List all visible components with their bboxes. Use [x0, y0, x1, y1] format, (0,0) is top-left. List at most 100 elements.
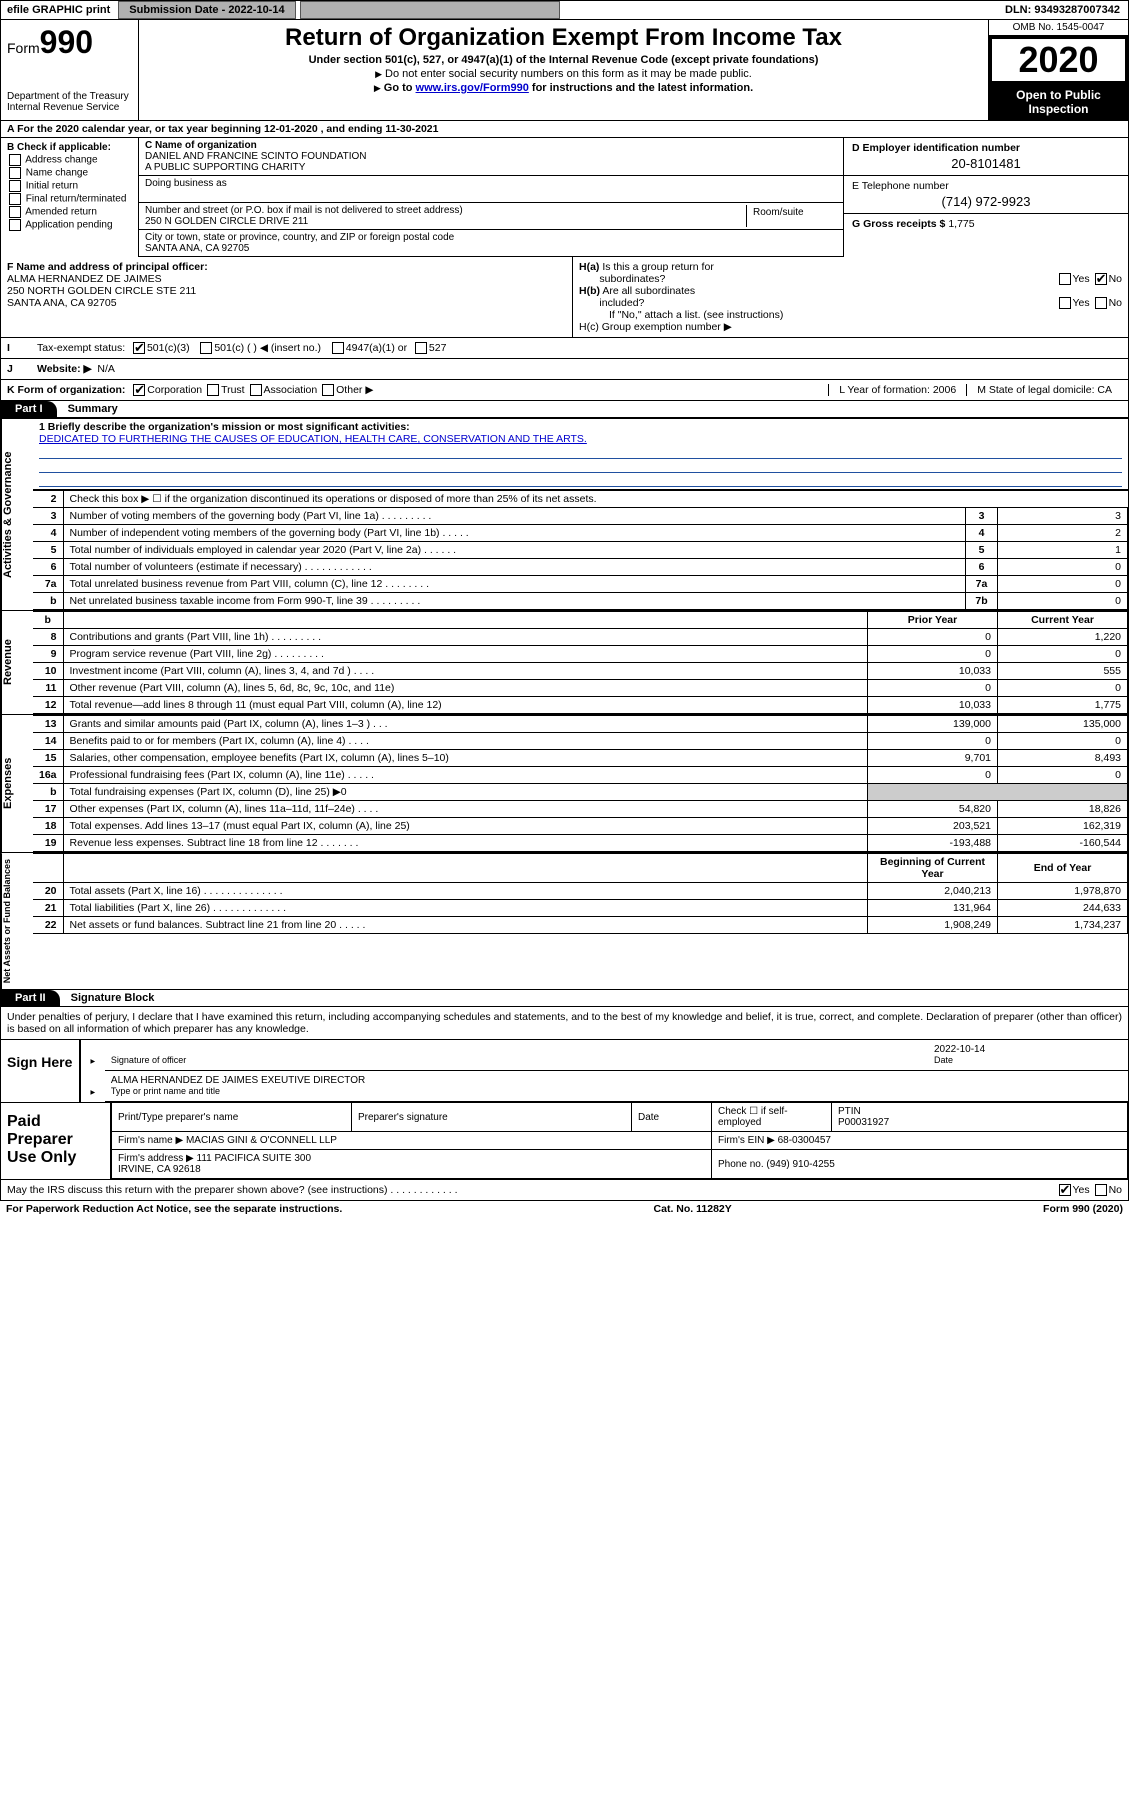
- form990-link[interactable]: www.irs.gov/Form990: [416, 82, 529, 94]
- cb-4947[interactable]: [332, 342, 344, 354]
- form-title: Return of Organization Exempt From Incom…: [149, 24, 978, 52]
- form-note-2: Go to www.irs.gov/Form990 for instructio…: [149, 82, 978, 94]
- ha-row: H(a) Is this a group return for subordin…: [579, 261, 1122, 285]
- prep-self-employed[interactable]: Check ☐ if self-employed: [712, 1103, 832, 1132]
- cb-final-return[interactable]: Final return/terminated: [7, 193, 132, 205]
- discuss-row: May the IRS discuss this return with the…: [0, 1180, 1129, 1201]
- omb-number: OMB No. 1545-0047: [989, 20, 1128, 36]
- row-j-website: JWebsite: ▶ N/A: [0, 359, 1129, 380]
- firm-ein: Firm's EIN ▶ 68-0300457: [712, 1132, 1128, 1150]
- header-left: Form990 Department of the Treasury Inter…: [1, 20, 139, 120]
- paid-preparer-label: Paid Preparer Use Only: [1, 1103, 111, 1179]
- submission-date-button[interactable]: Submission Date - 2022-10-14: [118, 1, 295, 19]
- gross-value: 1,775: [948, 218, 974, 230]
- year-formation: L Year of formation: 2006: [828, 384, 966, 396]
- part1-header-row: Part I Summary: [0, 401, 1129, 418]
- part2-badge: Part II: [1, 990, 60, 1006]
- cb-corporation[interactable]: [133, 384, 145, 396]
- state-domicile: M State of legal domicile: CA: [966, 384, 1122, 396]
- officer-cell: F Name and address of principal officer:…: [1, 257, 573, 337]
- cb-association[interactable]: [250, 384, 262, 396]
- room-cell: Room/suite: [747, 205, 837, 227]
- cb-trust[interactable]: [207, 384, 219, 396]
- cat-no: Cat. No. 11282Y: [654, 1203, 732, 1215]
- sign-here-block: Sign Here Signature of officer2022-10-14…: [0, 1040, 1129, 1103]
- revenue-vlabel: Revenue: [1, 611, 33, 714]
- cb-501c[interactable]: [200, 342, 212, 354]
- org-name: DANIEL AND FRANCINE SCINTO FOUNDATION A …: [145, 151, 367, 173]
- part2-header-row: Part II Signature Block: [0, 990, 1129, 1007]
- cb-527[interactable]: [415, 342, 427, 354]
- section-expenses: Expenses 13Grants and similar amounts pa…: [0, 715, 1129, 853]
- officer-name: ALMA HERNANDEZ DE JAIMES EXEUTIVE DIRECT…: [105, 1071, 1128, 1102]
- firm-address-row: Firm's address ▶ 111 PACIFICA SUITE 300 …: [112, 1150, 712, 1179]
- ein-cell: D Employer identification number20-81014…: [844, 138, 1128, 176]
- dba-cell: Doing business as: [139, 176, 843, 203]
- part2-title: Signature Block: [63, 992, 155, 1004]
- governance-table: 2Check this box ▶ ☐ if the organization …: [33, 490, 1128, 610]
- open-public-label: Open to Public Inspection: [989, 84, 1128, 120]
- org-form-label: K Form of organization:: [7, 384, 125, 396]
- expenses-vlabel: Expenses: [1, 715, 33, 852]
- group-return-cell: H(a) Is this a group return for subordin…: [573, 257, 1128, 337]
- row-a-tax-year: A For the 2020 calendar year, or tax yea…: [0, 121, 1129, 138]
- cb-501c3[interactable]: [133, 342, 145, 354]
- revenue-table: bPrior YearCurrent Year8Contributions an…: [33, 611, 1128, 714]
- header-mid: Return of Organization Exempt From Incom…: [139, 20, 988, 120]
- blank-button[interactable]: [300, 1, 560, 19]
- cb-application-pending[interactable]: Application pending: [7, 219, 132, 231]
- cb-name-change[interactable]: Name change: [7, 167, 132, 179]
- net-vlabel: Net Assets or Fund Balances: [1, 853, 33, 989]
- sign-date: 2022-10-14Date: [928, 1040, 1128, 1071]
- dept-label: Department of the Treasury Internal Reve…: [7, 91, 132, 113]
- column-c-org-info: C Name of organization DANIEL AND FRANCI…: [139, 138, 843, 257]
- part1-badge: Part I: [1, 401, 57, 417]
- paid-preparer-block: Paid Preparer Use Only Print/Type prepar…: [0, 1103, 1129, 1180]
- phone-value: (714) 972-9923: [852, 194, 1120, 209]
- cb-address-change[interactable]: Address change: [7, 154, 132, 166]
- org-name-cell: C Name of organization DANIEL AND FRANCI…: [139, 138, 843, 176]
- firm-name-row: Firm's name ▶ MACIAS GINI & O'CONNELL LL…: [112, 1132, 712, 1150]
- discuss-yesno[interactable]: Yes No: [1057, 1184, 1122, 1196]
- ein-label: D Employer identification number: [852, 142, 1020, 154]
- form-number: Form990: [7, 24, 132, 61]
- mission-text: DEDICATED TO FURTHERING THE CAUSES OF ED…: [39, 433, 587, 445]
- signature-field[interactable]: Signature of officer: [105, 1040, 928, 1071]
- paperwork-notice: For Paperwork Reduction Act Notice, see …: [6, 1203, 342, 1215]
- cb-other[interactable]: [322, 384, 334, 396]
- prep-sig-label: Preparer's signature: [352, 1103, 632, 1132]
- hc-row: H(c) Group exemption number ▶: [579, 321, 1122, 333]
- city-value: SANTA ANA, CA 92705: [145, 243, 249, 254]
- hb-note: If "No," attach a list. (see instruction…: [579, 309, 1122, 321]
- net-assets-table: Beginning of Current YearEnd of Year20To…: [33, 853, 1128, 934]
- cb-amended-return[interactable]: Amended return: [7, 206, 132, 218]
- website-value: N/A: [97, 363, 115, 375]
- column-b-checkboxes: B Check if applicable: Address change Na…: [1, 138, 139, 257]
- form-note-1: Do not enter social security numbers on …: [149, 68, 978, 80]
- section-revenue: Revenue bPrior YearCurrent Year8Contribu…: [0, 611, 1129, 715]
- city-cell: City or town, state or province, country…: [139, 230, 843, 257]
- tax-year: 2020: [989, 36, 1128, 84]
- phone-cell: E Telephone number (714) 972-9923: [844, 176, 1128, 214]
- cb-initial-return[interactable]: Initial return: [7, 180, 132, 192]
- prep-name-label: Print/Type preparer's name: [112, 1103, 352, 1132]
- governance-vlabel: Activities & Governance: [1, 419, 33, 610]
- block-bcde: B Check if applicable: Address change Na…: [0, 138, 1129, 257]
- street-row: Number and street (or P.O. box if mail i…: [139, 203, 843, 230]
- phone-label: E Telephone number: [852, 180, 949, 192]
- column-de: D Employer identification number20-81014…: [843, 138, 1128, 257]
- row-k-org-form: K Form of organization: Corporation Trus…: [0, 380, 1129, 401]
- street-cell: Number and street (or P.O. box if mail i…: [145, 205, 747, 227]
- part1-title: Summary: [60, 403, 118, 415]
- row-fh: F Name and address of principal officer:…: [0, 257, 1129, 338]
- street-value: 250 N GOLDEN CIRCLE DRIVE 211: [145, 216, 308, 227]
- perjury-text: Under penalties of perjury, I declare th…: [0, 1007, 1129, 1040]
- top-bar: efile GRAPHIC print Submission Date - 20…: [0, 0, 1129, 20]
- dba-label: Doing business as: [145, 178, 227, 189]
- firm-phone: Phone no. (949) 910-4255: [712, 1150, 1128, 1179]
- officer-value: ALMA HERNANDEZ DE JAIMES 250 NORTH GOLDE…: [7, 273, 196, 309]
- gross-cell: G Gross receipts $ 1,775: [844, 214, 1128, 234]
- section-net-assets: Net Assets or Fund Balances Beginning of…: [0, 853, 1129, 990]
- hb-row: H(b) Are all subordinates included? Yes …: [579, 285, 1122, 309]
- prep-ptin: PTIN P00031927: [832, 1103, 1128, 1132]
